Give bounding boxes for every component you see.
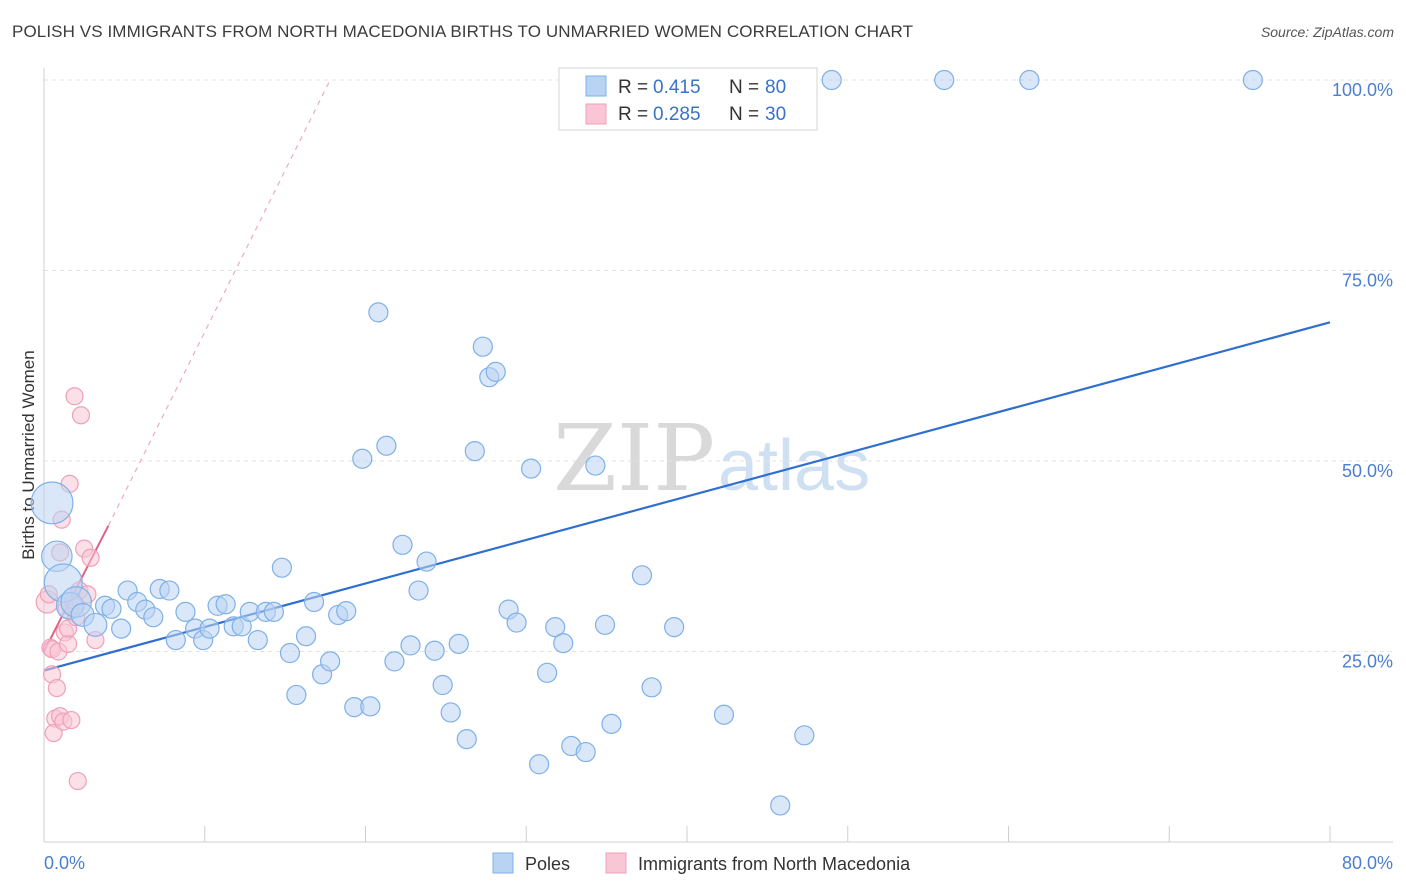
legend-n-value-2: 30 xyxy=(765,104,786,125)
legend-r-value-1: 0.415 xyxy=(653,77,701,98)
point-poles-22 xyxy=(215,594,236,615)
legend-swatch-poles xyxy=(585,75,607,97)
point-poles-49 xyxy=(432,674,453,696)
point-poles-79 xyxy=(1242,69,1263,91)
watermark-atlas: atlas xyxy=(718,426,870,506)
series-legend: Poles Immigrants from North Macedonia xyxy=(492,852,911,874)
point-poles-72 xyxy=(713,704,735,725)
point-poles-60 xyxy=(529,754,550,775)
point-poles-69 xyxy=(631,565,653,586)
point-north-macedonia-20 xyxy=(65,387,84,406)
axes xyxy=(43,68,1393,843)
legend-swatch-north-macedonia xyxy=(585,103,607,125)
y-tick-label-100: 100.0% xyxy=(1332,80,1393,100)
point-poles-43 xyxy=(384,651,405,672)
source-label: Source: ZipAtlas.com xyxy=(1260,24,1394,40)
point-poles-52 xyxy=(456,729,477,750)
point-poles-73 xyxy=(770,795,791,816)
point-poles-29 xyxy=(271,557,293,578)
point-poles-31 xyxy=(286,684,307,706)
point-poles-48 xyxy=(424,640,445,661)
point-poles-50 xyxy=(440,702,461,723)
legend-r-value-2: 0.285 xyxy=(653,104,701,125)
point-poles-16 xyxy=(165,629,186,651)
bottom-legend-label-poles: Poles xyxy=(525,854,570,874)
y-tick-label-25: 25.0% xyxy=(1342,652,1393,672)
point-north-macedonia-15 xyxy=(59,634,78,653)
watermark-zip: ZIP xyxy=(553,405,715,512)
point-poles-39 xyxy=(352,448,373,469)
point-poles-6 xyxy=(83,612,108,637)
point-poles-56 xyxy=(485,361,506,382)
point-poles-37 xyxy=(336,601,357,622)
point-poles-51 xyxy=(448,633,469,654)
point-poles-71 xyxy=(664,617,685,638)
point-poles-26 xyxy=(247,629,268,651)
gridlines xyxy=(44,79,1393,652)
points-poles xyxy=(30,69,1263,816)
point-poles-8 xyxy=(101,598,122,619)
point-poles-76 xyxy=(821,69,842,91)
point-poles-65 xyxy=(575,741,596,763)
point-poles-54 xyxy=(472,336,493,357)
point-poles-15 xyxy=(159,580,180,601)
point-poles-13 xyxy=(143,607,164,628)
point-poles-70 xyxy=(641,677,662,698)
point-poles-66 xyxy=(585,455,606,476)
point-poles-68 xyxy=(601,713,622,734)
point-poles-77 xyxy=(934,69,955,91)
point-poles-63 xyxy=(553,633,574,654)
y-tick-label-75: 75.0% xyxy=(1342,271,1393,291)
chart-title: POLISH VS IMMIGRANTS FROM NORTH MACEDONI… xyxy=(12,22,914,41)
point-north-macedonia-18 xyxy=(62,710,81,730)
point-poles-59 xyxy=(520,458,542,479)
point-poles-33 xyxy=(303,591,325,613)
bottom-legend-swatch-poles xyxy=(492,852,514,874)
trend-lines xyxy=(43,79,1331,672)
point-north-macedonia-24 xyxy=(71,406,91,425)
legend-r-label-1: R = xyxy=(618,77,648,98)
x-tick-label-min: 0.0% xyxy=(44,853,85,873)
legend-r-label-2: R = xyxy=(618,104,648,125)
legend-n-label-1: N = xyxy=(729,77,759,98)
point-poles-30 xyxy=(279,642,301,664)
point-poles-58 xyxy=(506,612,527,633)
y-tick-labels: 25.0% 50.0% 75.0% 100.0% xyxy=(1332,80,1393,672)
legend-n-label-2: N = xyxy=(729,104,759,125)
point-poles-20 xyxy=(199,618,220,639)
point-poles-44 xyxy=(392,534,413,555)
point-north-macedonia-27 xyxy=(81,548,100,567)
x-ticks xyxy=(43,826,1331,842)
point-poles-40 xyxy=(360,696,381,717)
point-poles-42 xyxy=(376,435,397,456)
x-tick-label-max: 80.0% xyxy=(1342,853,1393,873)
point-poles-46 xyxy=(408,580,429,601)
point-poles-35 xyxy=(320,651,341,672)
y-tick-label-50: 50.0% xyxy=(1342,461,1393,481)
bottom-legend-label-north-macedonia: Immigrants from North Macedonia xyxy=(638,854,911,874)
legend-n-value-1: 80 xyxy=(765,77,786,98)
point-poles-74 xyxy=(794,725,815,746)
point-poles-0 xyxy=(30,481,74,525)
trend-line-north-macedonia-extension xyxy=(107,79,331,527)
point-north-macedonia-22 xyxy=(68,771,87,791)
bottom-legend-swatch-north-macedonia xyxy=(605,852,627,874)
y-axis-label: Births to Unmarried Women xyxy=(19,350,38,559)
point-poles-47 xyxy=(416,551,437,572)
point-poles-28 xyxy=(263,601,284,622)
point-poles-62 xyxy=(545,617,566,638)
point-poles-78 xyxy=(1019,69,1040,91)
point-poles-53 xyxy=(464,440,485,462)
point-north-macedonia-7 xyxy=(47,678,66,698)
point-poles-9 xyxy=(111,618,132,639)
point-poles-67 xyxy=(594,614,616,635)
point-poles-17 xyxy=(175,601,196,622)
stats-legend: R = 0.415 N = 80 R = 0.285 N = 30 xyxy=(558,67,818,131)
point-poles-32 xyxy=(295,626,317,647)
point-poles-45 xyxy=(400,635,421,656)
point-poles-61 xyxy=(537,662,558,683)
point-poles-41 xyxy=(368,302,389,323)
